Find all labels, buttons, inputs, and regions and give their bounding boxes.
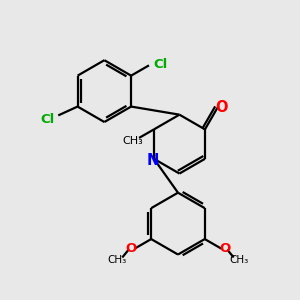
Text: Cl: Cl: [40, 113, 54, 126]
Text: Cl: Cl: [154, 58, 168, 71]
Text: CH₃: CH₃: [107, 255, 127, 265]
Text: CH₃: CH₃: [230, 255, 249, 265]
Text: CH₃: CH₃: [123, 136, 143, 146]
Text: N: N: [146, 153, 159, 168]
Text: O: O: [215, 100, 227, 115]
Text: O: O: [125, 242, 137, 255]
Text: O: O: [219, 242, 230, 255]
